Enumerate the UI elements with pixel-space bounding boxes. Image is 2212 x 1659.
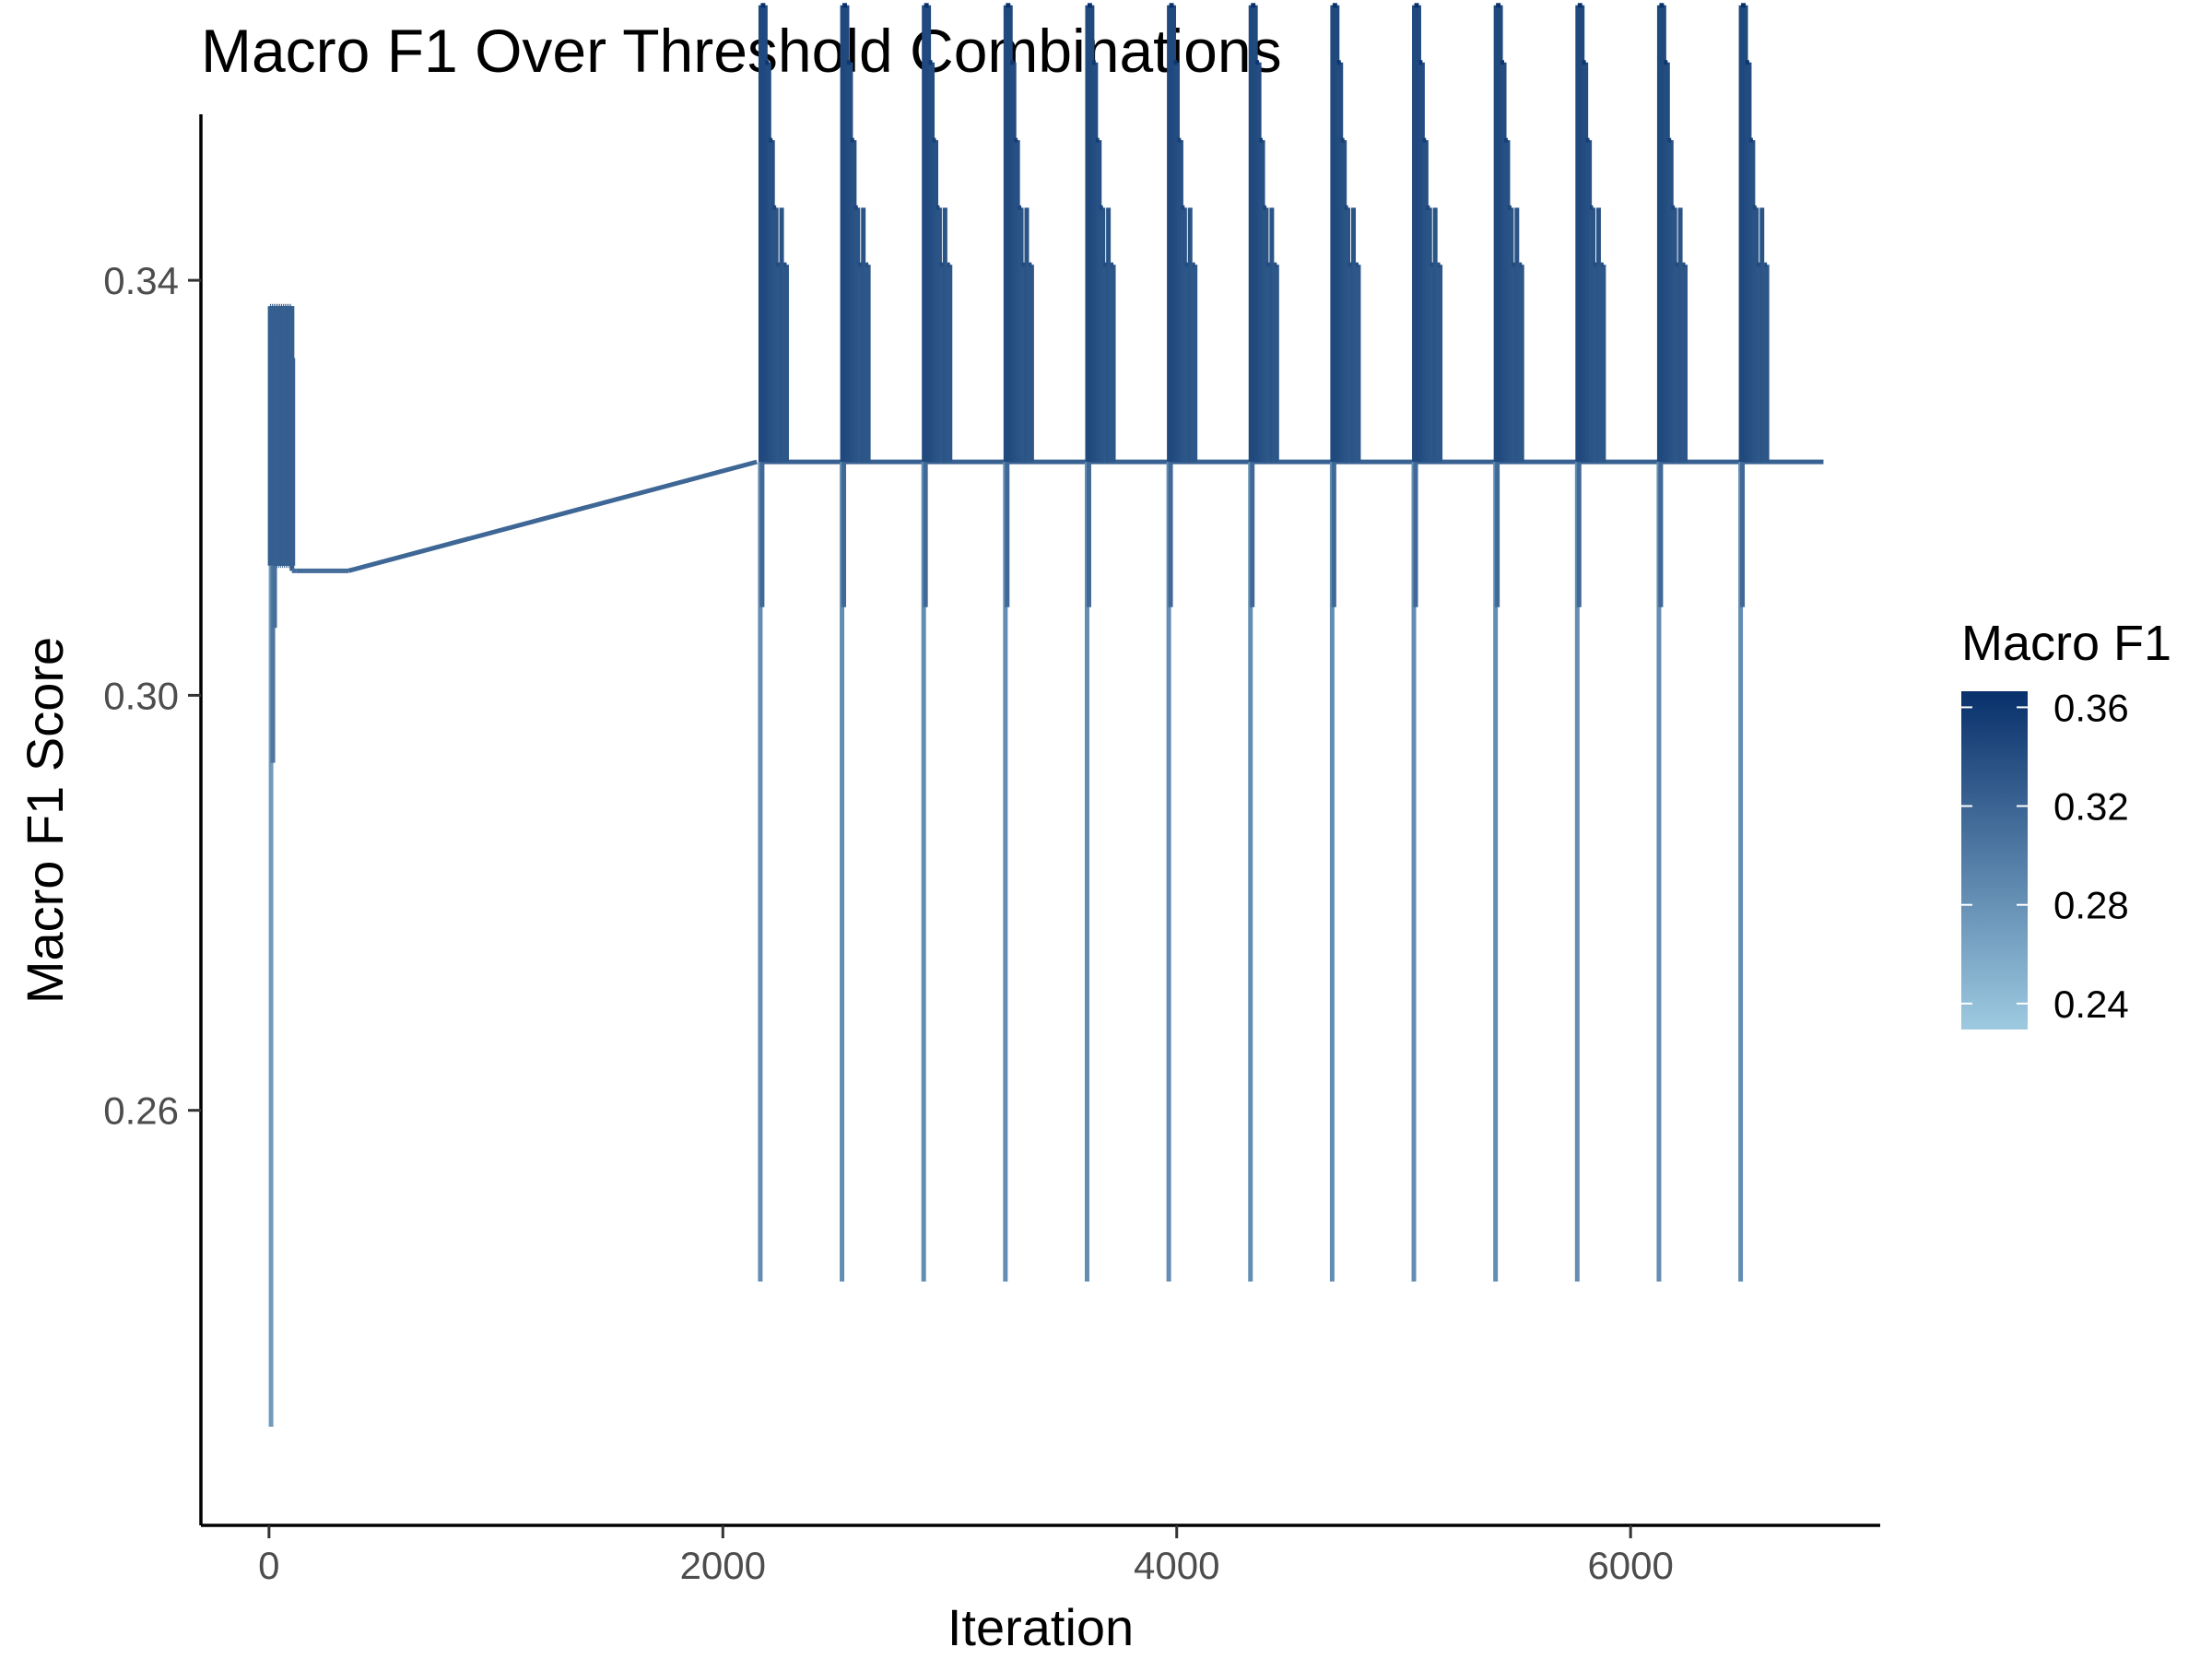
bridge-segment (347, 459, 758, 573)
axes (199, 114, 1880, 1527)
legend-title: Macro F1 (1961, 616, 2171, 671)
legend-ticks: 0.24 0.28 0.32 0.36 (1961, 686, 2129, 1026)
y-ticks: 0.26 0.30 0.34 (103, 259, 201, 1133)
x-tick-label: 4000 (1134, 1544, 1219, 1587)
x-tick-label: 6000 (1587, 1544, 1673, 1587)
legend-tick-label: 0.32 (2053, 785, 2129, 829)
x-tick-label: 2000 (680, 1544, 766, 1587)
legend-colorbar (1961, 691, 2028, 1030)
chart-title: Macro F1 Over Threshold Combinations (201, 17, 1282, 85)
legend-tick-label: 0.24 (2053, 982, 2129, 1026)
x-tick-label: 0 (258, 1544, 279, 1587)
x-axis-title: Iteration (947, 1598, 1134, 1656)
legend: Macro F1 0.24 0.28 0.32 0.36 (1961, 616, 2171, 1030)
legend-tick-label: 0.28 (2053, 884, 2129, 927)
series-lines (267, 3, 1824, 1428)
legend-tick-label: 0.36 (2053, 686, 2129, 729)
y-axis-title: Macro F1 Score (16, 637, 74, 1004)
y-tick-label: 0.30 (103, 674, 179, 717)
y-tick-label: 0.26 (103, 1089, 179, 1133)
y-tick-label: 0.34 (103, 259, 179, 302)
x-ticks: 0 2000 4000 6000 (258, 1525, 1674, 1587)
